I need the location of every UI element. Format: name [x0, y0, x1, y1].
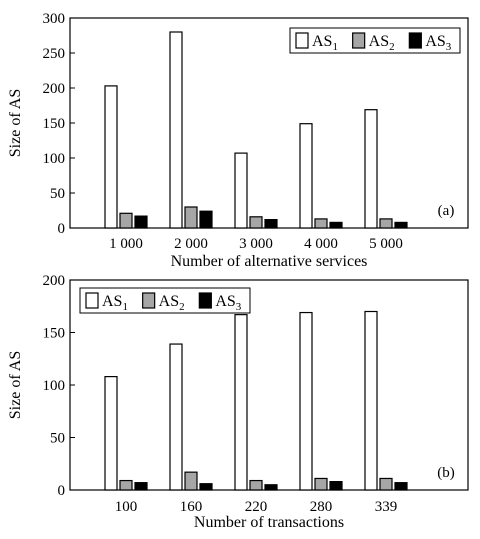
panel-label: (b)	[437, 465, 455, 481]
panel-label: (a)	[438, 203, 455, 219]
y-tick-label: 50	[50, 186, 65, 202]
x-tick-label: 100	[115, 499, 138, 515]
bar-as3-5	[395, 222, 407, 228]
y-tick-label: 300	[43, 11, 66, 27]
y-tick-label: 200	[43, 81, 66, 97]
legend-swatch-as3	[409, 33, 421, 48]
bar-as3-1	[135, 483, 147, 490]
bar-as2-1	[120, 213, 132, 228]
y-tick-label: 100	[43, 151, 66, 167]
bar-as2-5	[380, 219, 392, 228]
bar-as3-4	[330, 222, 342, 228]
bar-as3-3	[265, 485, 277, 490]
bar-as3-4	[330, 482, 342, 490]
legend-swatch-as1	[86, 293, 98, 308]
bar-as1-1	[105, 377, 117, 490]
x-tick-label: 280	[310, 499, 333, 515]
bar-as1-4	[300, 124, 312, 228]
bar-as1-2	[170, 32, 182, 228]
bar-as1-1	[105, 86, 117, 228]
bar-as2-5	[380, 478, 392, 490]
bar-as2-2	[185, 472, 197, 490]
y-tick-label: 150	[43, 116, 66, 132]
bar-as3-2	[200, 484, 212, 490]
bar-as3-1	[135, 216, 147, 228]
chart-panel-b: 0 50 100 150 200 100 160 220 280 339 Number of tra…	[7, 273, 468, 531]
legend-swatch-as2	[353, 33, 365, 48]
y-tick-label: 0	[58, 483, 66, 499]
bar-as1-4	[300, 313, 312, 490]
bar-as2-1	[120, 481, 132, 490]
bar-as2-3	[250, 481, 262, 490]
y-tick-label: 250	[43, 46, 66, 62]
bar-as3-2	[200, 211, 212, 228]
x-tick-label: 5 000	[369, 236, 403, 252]
x-tick-label: 160	[180, 499, 203, 515]
y-axis-label: Size of AS	[7, 351, 24, 419]
x-tick-label: 1 000	[109, 236, 143, 252]
x-tick-label: 220	[245, 499, 268, 515]
y-tick-label: 50	[50, 431, 65, 447]
legend: AS1 AS2 AS3	[80, 288, 250, 313]
bar-as1-3	[235, 153, 247, 228]
chart-panel-a: 0 50 100 150 200 250 300 1 000 2 000 3 000 4 000 5 …	[7, 11, 468, 270]
bar-as2-3	[250, 217, 262, 228]
bar-as1-2	[170, 344, 182, 490]
x-tick-label: 2 000	[174, 236, 208, 252]
legend: AS1 AS2 AS3	[290, 28, 460, 53]
bar-as1-5	[365, 312, 377, 491]
bar-as2-2	[185, 207, 197, 228]
bar-as2-4	[315, 478, 327, 490]
y-tick-label: 100	[43, 378, 66, 394]
y-tick-label: 200	[43, 273, 66, 289]
bar-as1-5	[365, 110, 377, 228]
x-tick-label: 3 000	[239, 236, 273, 252]
bar-as3-5	[395, 483, 407, 490]
bar-as2-4	[315, 219, 327, 228]
y-tick-label: 150	[43, 326, 66, 342]
y-tick-label: 0	[58, 221, 66, 237]
bar-as1-3	[235, 315, 247, 490]
y-axis-label: Size of AS	[7, 89, 24, 157]
x-tick-label: 4 000	[304, 236, 338, 252]
x-axis-label: Number of transactions	[194, 514, 344, 531]
legend-swatch-as3	[199, 293, 211, 308]
bar-as3-3	[265, 220, 277, 228]
x-axis-label: Number of alternative services	[171, 253, 368, 270]
x-tick-label: 339	[375, 499, 398, 515]
legend-swatch-as2	[143, 293, 155, 308]
legend-swatch-as1	[296, 33, 308, 48]
